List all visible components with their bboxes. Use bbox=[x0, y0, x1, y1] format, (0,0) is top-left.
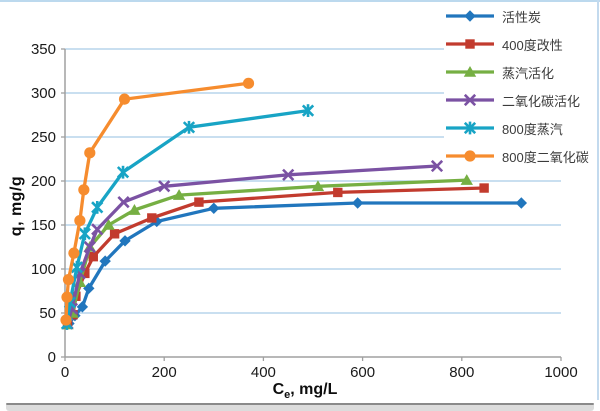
y-tick-label: 0 bbox=[48, 349, 56, 366]
series-markers-0 bbox=[63, 197, 528, 330]
circle-marker-icon bbox=[242, 77, 255, 89]
legend-marker-x-icon bbox=[446, 93, 494, 107]
square-marker-icon bbox=[80, 268, 90, 279]
circle-marker-icon bbox=[74, 215, 86, 227]
legend-item-2: 蒸汽活化 bbox=[444, 58, 600, 86]
circle-marker-icon bbox=[62, 273, 75, 286]
legend-label: 400度改性 bbox=[502, 37, 563, 53]
x-marker-icon bbox=[430, 159, 444, 173]
series-line-0 bbox=[67, 201, 523, 326]
legend-item-0: 活性炭 bbox=[444, 2, 600, 30]
x-marker-icon bbox=[117, 196, 130, 209]
square-marker-icon bbox=[147, 213, 157, 223]
square-marker-icon bbox=[333, 187, 343, 198]
circle-marker-icon bbox=[464, 150, 476, 162]
x-axis-title-subscript: e bbox=[284, 389, 291, 402]
x-tick-label: 0 bbox=[61, 364, 69, 381]
triangle-marker-icon bbox=[172, 189, 186, 200]
triangle-marker-icon bbox=[128, 204, 141, 215]
y-tick-label: 350 bbox=[31, 41, 56, 58]
legend-marker-circle-icon bbox=[446, 150, 494, 162]
x-marker-icon bbox=[463, 93, 477, 107]
x-tick-label: 600 bbox=[350, 364, 375, 381]
square-marker-icon bbox=[465, 39, 475, 49]
circle-marker-icon bbox=[118, 93, 131, 105]
square-marker-icon bbox=[88, 251, 98, 262]
legend-item-3: 二氧化碳活化 bbox=[444, 86, 600, 114]
x-marker-icon bbox=[83, 240, 96, 254]
square-marker-icon bbox=[479, 183, 489, 193]
legend-marker-triangle-icon bbox=[446, 66, 494, 77]
x-axis-title-main: C bbox=[272, 381, 285, 398]
x-marker-icon bbox=[158, 180, 171, 193]
circle-marker-icon bbox=[61, 291, 73, 303]
legend-label: 活性炭 bbox=[502, 9, 542, 25]
series-line-4 bbox=[65, 108, 310, 326]
legend-item-5: 800度二氧化碳 bbox=[444, 142, 600, 170]
circle-marker-icon bbox=[60, 314, 72, 326]
x-tick-label: 200 bbox=[152, 364, 177, 381]
x-axis-title: Ce, mg/L bbox=[220, 381, 390, 401]
y-tick-label: 150 bbox=[31, 217, 56, 234]
legend-marker-square-icon bbox=[446, 39, 494, 49]
y-axis-title: q, mg/g bbox=[8, 175, 25, 237]
x-tick-label: 400 bbox=[251, 364, 276, 381]
legend-item-1: 400度改性 bbox=[444, 30, 600, 58]
legend-label: 二氧化碳活化 bbox=[502, 93, 581, 109]
diamond-marker-icon bbox=[464, 10, 476, 22]
circle-marker-icon bbox=[68, 247, 80, 259]
diamond-marker-icon bbox=[83, 282, 95, 295]
square-marker-icon bbox=[194, 197, 204, 207]
circle-marker-icon bbox=[84, 147, 96, 159]
y-tick-label: 100 bbox=[31, 261, 56, 278]
x-tick-label: 1000 bbox=[544, 364, 577, 381]
diamond-marker-icon bbox=[99, 255, 111, 267]
chart-legend: 活性炭 400度改性 蒸汽活化 二氧化碳活化 800度蒸汽 800度二氧化碳 bbox=[444, 0, 600, 172]
series-markers-5 bbox=[60, 77, 255, 326]
series-line-1 bbox=[65, 186, 486, 324]
x-axis-title-rest: , mg/L bbox=[290, 381, 338, 398]
diamond-marker-icon bbox=[76, 301, 89, 313]
y-tick-label: 250 bbox=[31, 129, 56, 146]
square-marker-icon bbox=[109, 229, 120, 239]
y-tick-label: 200 bbox=[31, 173, 56, 190]
bottom-shadow-line bbox=[6, 403, 594, 405]
triangle-marker-icon bbox=[460, 174, 473, 185]
legend-marker-asterisk-icon bbox=[446, 121, 494, 135]
legend-marker-diamond-icon bbox=[446, 10, 494, 22]
legend-item-4: 800度蒸汽 bbox=[444, 114, 600, 142]
y-tick-label: 50 bbox=[39, 305, 56, 322]
diamond-marker-icon bbox=[119, 235, 131, 247]
legend-label: 800度蒸汽 bbox=[502, 121, 563, 137]
right-border-line bbox=[597, 0, 599, 400]
top-border-line bbox=[0, 0, 600, 2]
x-marker-icon bbox=[282, 168, 295, 181]
diamond-marker-icon bbox=[351, 197, 364, 209]
bottom-shadow-band bbox=[6, 405, 594, 411]
diamond-marker-icon bbox=[515, 197, 528, 209]
x-marker-icon bbox=[91, 223, 104, 236]
y-tick-label: 300 bbox=[31, 85, 56, 102]
diamond-marker-icon bbox=[208, 202, 220, 214]
triangle-marker-icon bbox=[311, 180, 325, 192]
triangle-marker-icon bbox=[102, 219, 115, 230]
circle-marker-icon bbox=[78, 184, 90, 196]
legend-label: 800度二氧化碳 bbox=[502, 149, 589, 165]
triangle-marker-icon bbox=[463, 66, 477, 77]
x-tick-label: 800 bbox=[449, 364, 474, 381]
legend-label: 蒸汽活化 bbox=[502, 65, 555, 81]
